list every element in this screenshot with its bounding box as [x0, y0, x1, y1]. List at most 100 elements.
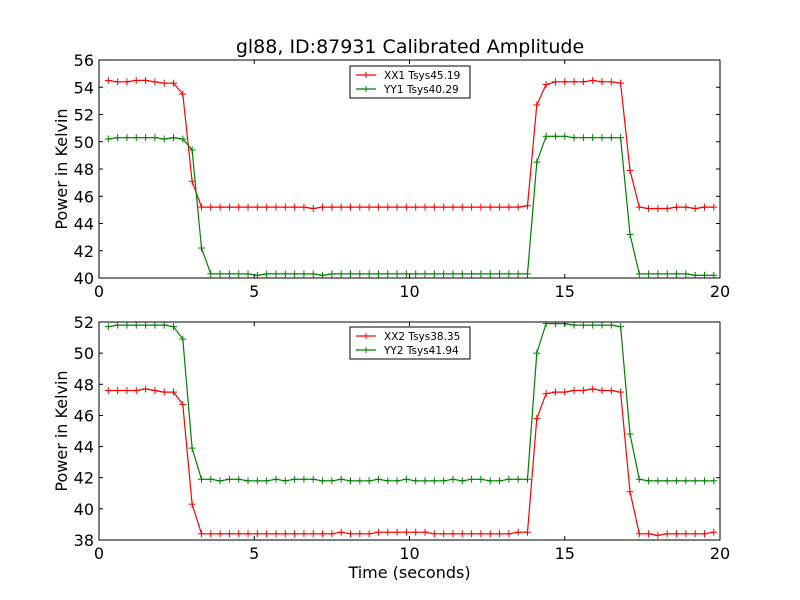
data-point — [170, 388, 178, 396]
legend-label: YY1 Tsys40.29 — [383, 84, 459, 96]
data-point — [496, 530, 504, 538]
data-point — [281, 477, 289, 485]
data-point — [347, 530, 355, 538]
x-tick-label: 5 — [249, 282, 259, 301]
data-point — [179, 335, 187, 343]
data-point — [151, 322, 159, 329]
y-axis-label: Power in Kelvin — [52, 108, 71, 229]
data-point — [626, 430, 634, 438]
data-point — [188, 146, 196, 154]
data-point — [505, 270, 513, 278]
data-point — [607, 387, 615, 395]
data-point — [374, 475, 382, 483]
data-point — [523, 270, 531, 278]
data-point — [356, 477, 364, 485]
data-point — [263, 530, 271, 538]
x-tick-label: 20 — [710, 282, 730, 301]
data-point — [514, 475, 522, 483]
data-point — [114, 134, 122, 142]
x-tick-label: 5 — [249, 544, 259, 563]
data-point — [412, 203, 420, 211]
data-point — [132, 322, 140, 329]
data-point — [244, 530, 252, 538]
data-point — [412, 477, 420, 485]
data-point — [626, 166, 634, 174]
data-point — [626, 230, 634, 238]
data-point — [393, 528, 401, 536]
data-point — [104, 323, 112, 331]
data-point — [244, 270, 252, 278]
data-point — [514, 203, 522, 211]
data-point — [542, 81, 550, 89]
y-axis-label: Power in Kelvin — [52, 370, 71, 491]
data-point — [160, 322, 168, 329]
data-point — [430, 203, 438, 211]
data-point — [654, 270, 662, 278]
data-point — [365, 530, 373, 538]
data-point — [542, 390, 550, 398]
data-point — [514, 270, 522, 278]
data-point — [356, 270, 364, 278]
y-tick-label: 38 — [74, 531, 94, 550]
data-point — [440, 203, 448, 211]
data-point — [635, 270, 643, 278]
data-point — [384, 477, 392, 485]
y-tick-label: 56 — [74, 51, 94, 70]
data-point — [253, 203, 261, 211]
data-point — [309, 530, 317, 538]
data-point — [579, 78, 587, 86]
data-point — [197, 530, 205, 538]
data-point — [589, 385, 597, 393]
data-point — [216, 270, 224, 278]
x-tick-label: 0 — [94, 282, 104, 301]
series-2 — [104, 322, 718, 485]
bottom-subplot: 0 5 10 15 20 38 40 42 44 46 48 50 52 Power in Kelvin T… — [52, 313, 730, 582]
data-point — [104, 135, 112, 143]
data-point — [645, 270, 653, 278]
y-tick-label: 52 — [74, 106, 94, 125]
y-tick-label: 54 — [74, 78, 94, 97]
data-point — [682, 477, 690, 485]
data-point — [579, 322, 587, 329]
data-point — [589, 322, 597, 329]
legend-label: XX1 Tsys45.19 — [384, 70, 460, 82]
data-point — [216, 477, 224, 485]
data-point — [561, 388, 569, 396]
data-point — [682, 530, 690, 538]
data-point — [393, 477, 401, 485]
data-point — [179, 401, 187, 409]
data-point — [673, 203, 681, 211]
chart-title: gl88, ID:87931 Calibrated Amplitude — [236, 36, 584, 58]
data-point — [533, 101, 541, 109]
data-point — [533, 349, 541, 357]
data-point — [263, 203, 271, 211]
data-point — [347, 270, 355, 278]
data-point — [263, 270, 271, 278]
data-point — [496, 270, 504, 278]
y-tick-label: 44 — [74, 215, 94, 234]
data-point — [225, 270, 233, 278]
data-point — [570, 78, 578, 86]
y-tick-label: 50 — [74, 344, 94, 363]
data-point — [132, 134, 140, 142]
data-point — [309, 205, 317, 213]
legend-label: XX2 Tsys38.35 — [384, 331, 460, 343]
data-point — [272, 530, 280, 538]
data-point — [663, 205, 671, 213]
legend-label: YY2 Tsys41.94 — [383, 345, 459, 357]
data-point — [188, 177, 196, 185]
data-point — [561, 78, 569, 86]
data-point — [114, 387, 122, 395]
y-tick-label: 44 — [74, 438, 94, 457]
data-point — [607, 322, 615, 329]
data-point — [197, 475, 205, 483]
data-point — [319, 203, 327, 211]
data-point — [505, 475, 513, 483]
data-point — [449, 203, 457, 211]
data-point — [570, 134, 578, 142]
data-point — [207, 203, 215, 211]
data-point — [458, 203, 466, 211]
data-point — [179, 135, 187, 143]
data-point — [402, 203, 410, 211]
